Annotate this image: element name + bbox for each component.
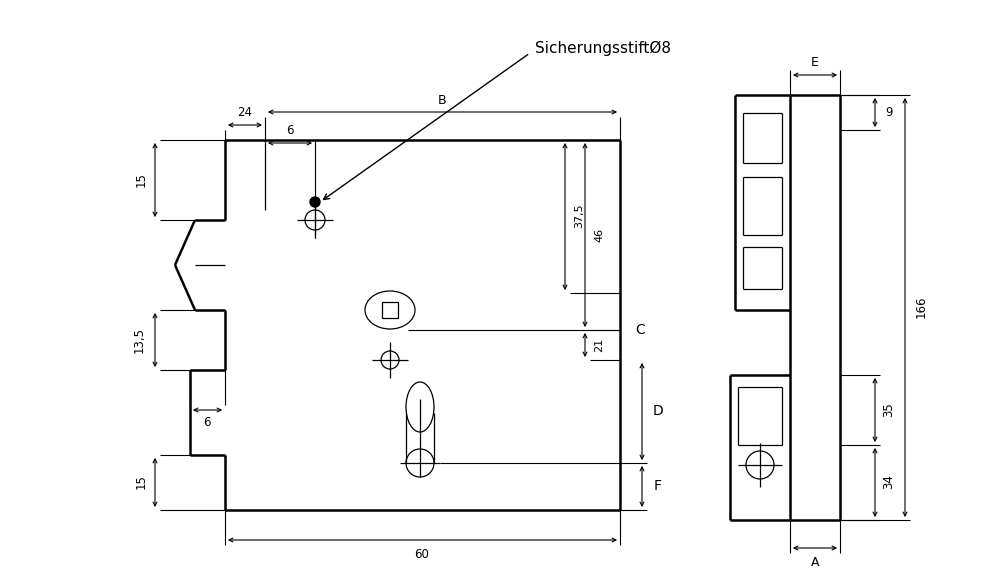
Text: 46: 46 <box>594 228 604 242</box>
Text: C: C <box>635 323 645 337</box>
Text: 9: 9 <box>885 107 893 119</box>
Text: F: F <box>654 479 662 493</box>
Text: D: D <box>653 404 663 418</box>
Circle shape <box>310 197 320 207</box>
Text: SicherungsstiftØ8: SicherungsstiftØ8 <box>535 40 671 55</box>
Text: 15: 15 <box>134 173 148 188</box>
Bar <box>382 302 398 318</box>
Text: 34: 34 <box>883 474 896 489</box>
Text: 166: 166 <box>914 296 928 319</box>
Text: 21: 21 <box>594 338 604 352</box>
Text: E: E <box>811 57 819 69</box>
Text: 6: 6 <box>286 125 294 137</box>
Text: B: B <box>438 93 446 107</box>
Text: 15: 15 <box>134 474 148 489</box>
Text: 6: 6 <box>203 415 211 429</box>
Text: 13,5: 13,5 <box>132 327 146 353</box>
Text: A: A <box>811 556 819 568</box>
Text: 24: 24 <box>238 107 252 119</box>
Text: 60: 60 <box>415 548 429 560</box>
Text: 35: 35 <box>883 403 896 417</box>
Text: 37,5: 37,5 <box>574 204 584 228</box>
